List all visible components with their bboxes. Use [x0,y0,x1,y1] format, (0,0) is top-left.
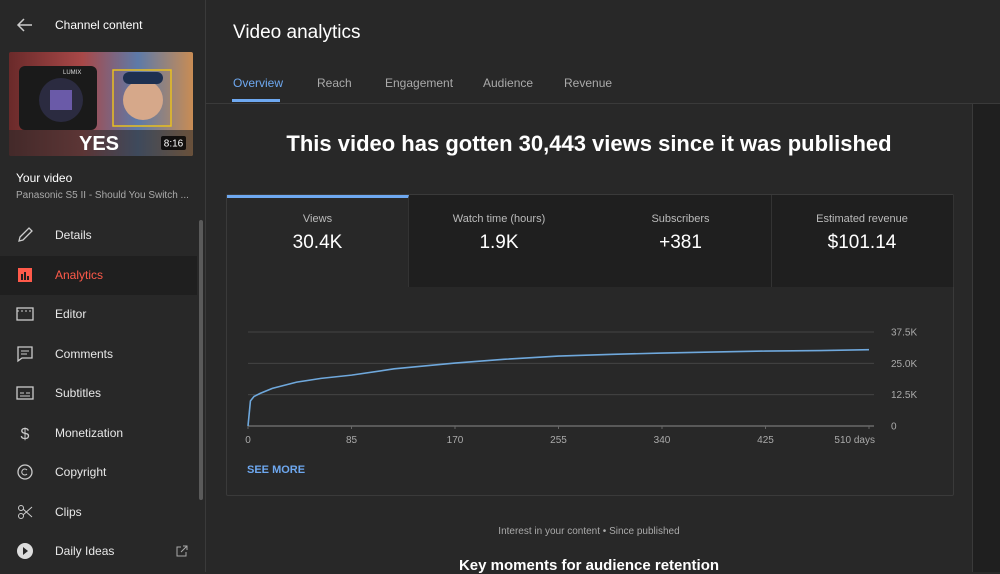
tab[interactable]: Overview [233,76,284,90]
views-line [247,348,870,427]
nav-icon [16,307,34,321]
y-tick-label: 12.5K [891,390,917,401]
nav-icon [16,386,34,400]
side-panel [972,104,1000,572]
nav-item[interactable]: Clips [0,493,197,532]
metric-value: 1.9K [479,232,519,253]
nav-label: Clips [55,504,82,519]
nav-item[interactable]: Copyright [0,453,197,492]
analytics-card: Views 30.4K Watch time (hours) 1.9K Subscrib… [226,194,954,496]
video-thumbnail[interactable]: LUMIX YES 8:16 [9,52,193,156]
metric-value: +381 [659,232,702,253]
metric-label: Views [302,213,333,225]
nav-label: Monetization [55,425,124,440]
external-link-icon [176,545,188,557]
video-title: Panasonic S5 II - Should You Switch ... [16,190,189,201]
metric-tab[interactable]: Views 30.4K [227,195,409,287]
metric-value: $101.14 [827,232,897,253]
nav-item[interactable]: Details [0,216,197,255]
metric-value: 30.4K [292,232,343,253]
nav-item[interactable]: $ Monetization [0,414,197,453]
tab[interactable]: Audience [483,76,534,90]
y-tick-label: 0 [891,422,897,433]
headline: This video has gotten 30,443 views since… [286,131,892,156]
nav-item[interactable]: Comments [0,335,197,374]
see-more-link[interactable]: SEE MORE [247,464,306,476]
nav-item[interactable]: Analytics [0,255,197,295]
caption: Interest in your content • Since publish… [498,526,680,537]
thumbnail-art: LUMIX YES 8:16 [9,66,193,156]
x-tick-label: 0 [245,435,251,446]
x-tick-label: 85 [346,435,358,446]
section-title: Key moments for audience retention [458,557,720,574]
nav-item[interactable]: Subtitles [0,374,197,413]
nav-label: Analytics [55,267,104,282]
nav-icon [18,504,33,519]
tab[interactable]: Reach [317,76,352,90]
thumbnail-duration: 8:16 [164,139,184,150]
your-video-label: Your video [16,171,73,185]
x-tick-label: 340 [654,435,671,446]
metric-tab[interactable]: Watch time (hours) 1.9K [408,195,591,287]
back-title: Channel content [55,18,143,32]
metric-label: Estimated revenue [816,213,908,225]
nav-icon [17,345,33,362]
nav-item[interactable]: Daily Ideas [0,532,197,571]
thumbnail-brand: LUMIX [63,70,81,76]
y-tick-label: 25.0K [891,359,917,370]
nav-icon [17,464,33,480]
nav-icon [18,267,32,282]
nav-label: Copyright [55,465,107,479]
nav-label: Details [55,228,92,242]
back-arrow[interactable] [16,16,34,34]
page-title: Video analytics [233,22,361,43]
nav-label: Comments [55,346,114,361]
nav-icon: $ [21,426,30,442]
metric-tab[interactable]: Subscribers +381 [590,195,772,287]
metric-tabs: Views 30.4K Watch time (hours) 1.9K Subscrib… [227,195,954,287]
tab[interactable]: Revenue [564,76,613,90]
tab-indicator [232,99,280,102]
x-tick-label: 510 days [834,435,875,446]
metric-tab[interactable]: Estimated revenue $101.14 [771,195,954,287]
tab[interactable]: Engagement [385,76,454,90]
x-tick-label: 255 [550,435,567,446]
x-tick-label: 425 [757,435,774,446]
nav-icon [17,543,33,559]
scrollbar[interactable] [199,220,203,500]
nav-label: Daily Ideas [55,544,115,558]
sidebar: Channel content LUMIX YES 8:16 Your vide… [0,0,206,572]
svg-text:$: $ [21,426,30,442]
thumbnail-text: YES [79,133,119,155]
nav-label: Editor [55,307,87,321]
nav-item[interactable]: Editor [0,295,197,334]
nav-label: Subtitles [55,386,102,400]
x-tick-label: 170 [447,435,464,446]
y-tick-label: 37.5K [891,328,917,339]
divider [206,103,1000,104]
metric-label: Watch time (hours) [452,213,546,225]
nav-icon [18,227,33,242]
metric-label: Subscribers [651,213,710,225]
chart: 0 12.5K 25.0K 37.5K 0 85 170 255 340 425 510 days [245,328,917,447]
